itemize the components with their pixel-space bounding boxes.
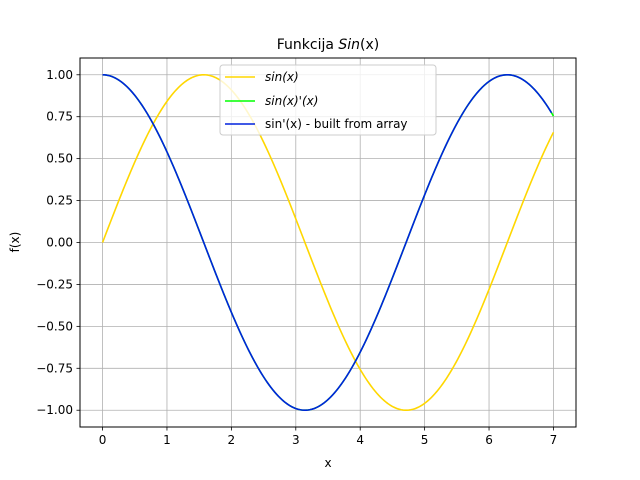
- x-tick-label: 0: [99, 433, 107, 447]
- y-tick-label: −0.25: [36, 277, 73, 291]
- legend-label-sin: sin(x): [265, 70, 299, 84]
- x-tick-label: 4: [356, 433, 364, 447]
- y-axis-label: f(x): [8, 232, 22, 253]
- x-tick-label: 7: [550, 433, 558, 447]
- chart-title: Funkcija Sin(x): [277, 37, 380, 53]
- y-tick-label: 0.75: [46, 110, 73, 124]
- chart-title-math: Sin: [338, 37, 360, 53]
- chart-title-prefix: Funkcija: [277, 37, 339, 53]
- x-tick-label: 5: [421, 433, 429, 447]
- y-tick-label: 0.25: [46, 194, 73, 208]
- y-tick-label: −1.00: [36, 403, 73, 417]
- series-lines: [101, 73, 555, 412]
- series-line-sin: [101, 73, 555, 412]
- x-axis-label: x: [324, 456, 331, 470]
- legend: sin(x) sin(x)'(x) sin'(x) - built from a…: [219, 64, 437, 136]
- x-tick-label: 1: [163, 433, 171, 447]
- axis-ticks: 0 1 2 3 4 5 6 7 −1.00 −0.75 −0.50 −0.25 0.00 0.25 0.50…: [36, 68, 557, 447]
- y-tick-label: 0.50: [46, 152, 73, 166]
- y-tick-label: 0.00: [46, 236, 73, 250]
- series-line-array: [102, 73, 553, 412]
- y-tick-label: −0.75: [36, 361, 73, 375]
- legend-label-array: sin'(x) - built from array: [265, 117, 408, 131]
- x-tick-label: 3: [292, 433, 300, 447]
- chart-title-arg: (x): [360, 37, 379, 53]
- y-tick-label: 1.00: [46, 68, 73, 82]
- x-tick-label: 6: [485, 433, 493, 447]
- legend-box: [219, 64, 437, 136]
- x-tick-label: 2: [228, 433, 236, 447]
- legend-label-derivative: sin(x)'(x): [265, 94, 318, 108]
- y-tick-label: −0.50: [36, 319, 73, 333]
